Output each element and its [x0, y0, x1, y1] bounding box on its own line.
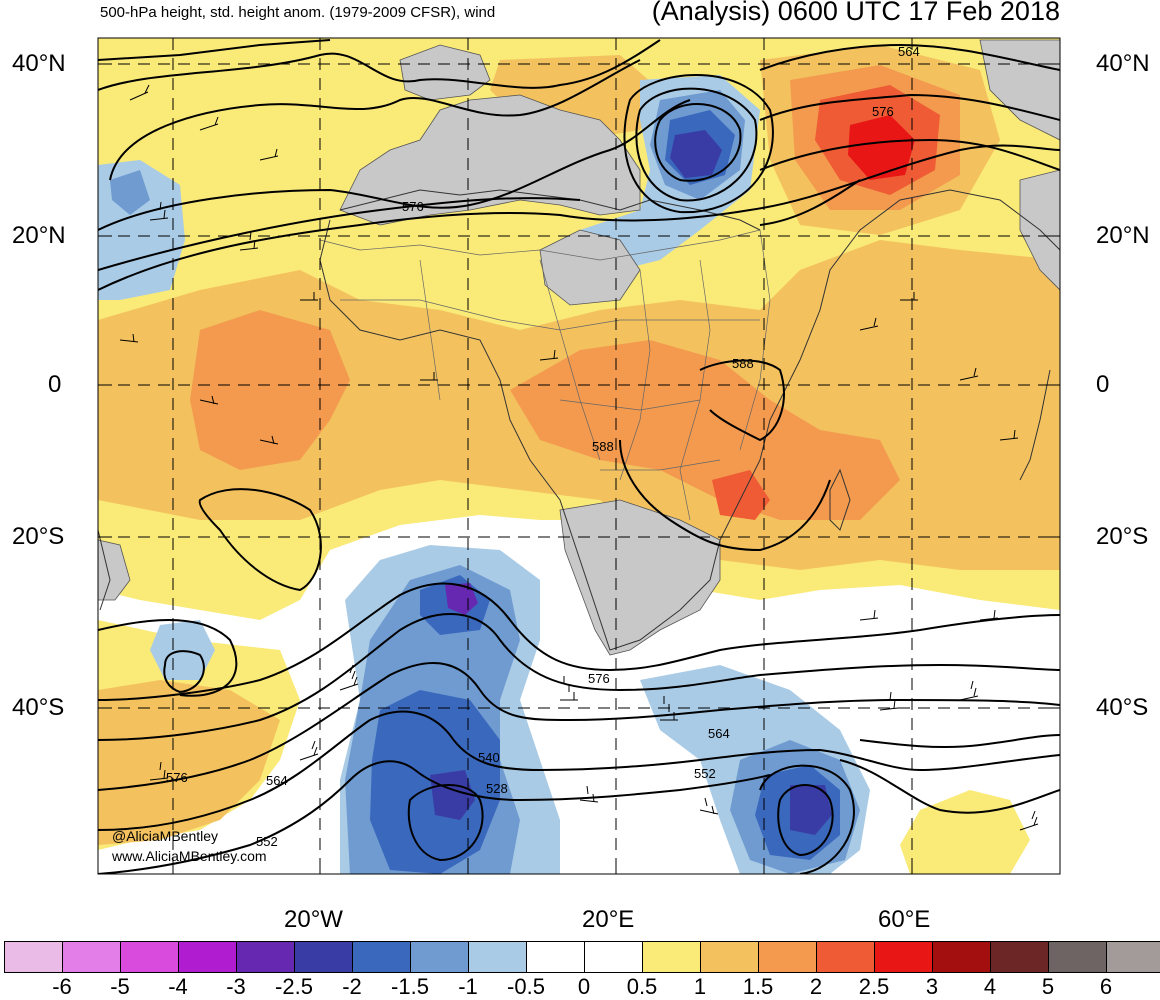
colorbar-swatch — [62, 941, 120, 973]
colorbar-label: -6 — [52, 974, 72, 999]
colorbar-swatch — [410, 941, 468, 973]
colorbar-swatch — [4, 941, 62, 973]
contour-label: 576 — [588, 671, 610, 686]
colorbar-swatch — [642, 941, 700, 973]
colorbar-label: -1 — [458, 974, 478, 999]
anomaly-positive-region — [900, 790, 1030, 874]
anomaly-negative-region — [150, 620, 215, 680]
anomaly-positive-region — [190, 310, 350, 470]
lat-label-right: 0 — [1096, 371, 1110, 398]
colorbar-swatch — [932, 941, 990, 973]
colorbar-label: 0.5 — [626, 974, 658, 999]
colorbar-label: -3 — [226, 974, 246, 999]
coastlines — [98, 189, 1060, 651]
colorbar-swatch — [178, 941, 236, 973]
lon-label: 20°W — [284, 906, 343, 933]
colorbar-label: -5 — [110, 974, 130, 999]
map-plot-area: 564 576 588 588 576 576 564 552 540 528 … — [98, 38, 1060, 874]
lat-label-left: 20°S — [12, 523, 65, 550]
contour-label: 588 — [732, 356, 754, 371]
colorbar-label: 2.5 — [858, 974, 890, 999]
lat-label-right: 20°S — [1096, 523, 1149, 550]
axis-ticks — [98, 63, 1060, 874]
land-southern-africa — [559, 499, 721, 656]
anomaly-negative-region — [670, 130, 722, 178]
colorbar-swatch — [700, 941, 758, 973]
colorbar-swatch — [1048, 941, 1106, 973]
lat-label-right: 20°N — [1096, 222, 1150, 249]
lon-label: 60°E — [878, 906, 931, 933]
anomaly-positive-region — [98, 680, 280, 845]
lat-label-right: 40°S — [1096, 694, 1149, 721]
colorbar-label: 3 — [925, 974, 939, 999]
contour-label: 564 — [898, 44, 920, 59]
colorbar-label: -2.5 — [275, 974, 313, 999]
grid-lines — [98, 38, 1060, 874]
colorbar-swatch — [294, 941, 352, 973]
map-title: (Analysis) 0600 UTC 17 Feb 2018 — [651, 0, 1060, 26]
lat-label-left: 40°S — [12, 694, 65, 721]
land-europe — [339, 94, 641, 226]
anomaly-positive-region — [848, 115, 915, 180]
contour-label: 564 — [708, 726, 730, 741]
colorbar-swatch — [120, 941, 178, 973]
colorbar-label: 5 — [1041, 974, 1055, 999]
credit-twitter: @AliciaMBentley — [112, 828, 219, 844]
map-subtitle: 500-hPa height, std. height anom. (1979-… — [100, 4, 496, 21]
colorbar-swatch — [816, 941, 874, 973]
country-borders — [319, 229, 771, 521]
colorbar-label: -4 — [168, 974, 188, 999]
colorbar-swatch — [758, 941, 816, 973]
colorbar-swatch — [990, 941, 1048, 973]
colorbar-swatch — [526, 941, 584, 973]
lon-label: 20°E — [582, 906, 635, 933]
colorbar-label: 4 — [983, 974, 997, 999]
lat-label-right: 40°N — [1096, 50, 1150, 77]
colorbar-label: -1.5 — [391, 974, 429, 999]
colorbar — [4, 941, 1160, 973]
anomaly-negative-region — [445, 583, 478, 615]
land-south-america — [98, 539, 131, 601]
contour-label: 552 — [256, 834, 278, 849]
lat-label-left: 0 — [48, 371, 62, 398]
colorbar-label: -0.5 — [507, 974, 545, 999]
height-contours — [98, 39, 1060, 874]
colorbar-label: 1.5 — [742, 974, 774, 999]
credit-website: www.AliciaMBentley.com — [112, 848, 267, 864]
colorbar-label: 1 — [693, 974, 707, 999]
lat-label-left: 40°N — [12, 50, 66, 77]
contour-label: 576 — [872, 104, 894, 119]
contour-labels: 564 576 588 588 576 576 564 552 540 528 … — [166, 44, 920, 849]
anomaly-negative-region — [790, 785, 832, 835]
colorbar-label: -2 — [342, 974, 362, 999]
wind-barbs — [119, 84, 1039, 831]
anomaly-negative-region — [430, 770, 475, 820]
contour-label: 564 — [266, 773, 288, 788]
colorbar-label: 0 — [577, 974, 591, 999]
anomaly-positive-region — [712, 470, 770, 520]
colorbar-label: 2 — [809, 974, 823, 999]
colorbar-swatch — [352, 941, 410, 973]
map-frame — [97, 37, 1061, 875]
contour-label: 552 — [694, 766, 716, 781]
anomaly-negative-region — [110, 170, 150, 215]
land-north-africa — [539, 229, 641, 306]
contour-label: 576 — [166, 770, 188, 785]
colorbar-swatch — [1106, 941, 1160, 973]
colorbar-swatch — [468, 941, 526, 973]
colorbar-swatch — [236, 941, 294, 973]
contour-label: 540 — [478, 750, 500, 765]
colorbar-swatch — [874, 941, 932, 973]
colorbar-label: 6 — [1099, 974, 1113, 999]
colorbar-swatch — [584, 941, 642, 973]
contour-label: 576 — [402, 199, 424, 214]
contour-label: 528 — [486, 781, 508, 796]
lat-label-left: 20°N — [12, 222, 66, 249]
contour-label: 588 — [592, 439, 614, 454]
